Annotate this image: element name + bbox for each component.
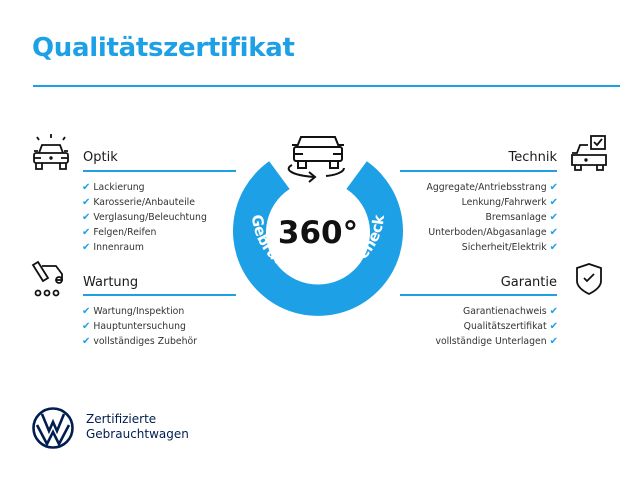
check-icon: ✔: [549, 242, 558, 253]
wartung-list: ✔ Wartung/Inspektion ✔ Hauptuntersuchung…: [82, 304, 197, 349]
list-item: Qualitätszertifikat ✔: [463, 321, 558, 332]
optik-heading: Optik: [83, 150, 118, 165]
garantie-divider: [400, 294, 557, 296]
check-icon: ✔: [82, 306, 91, 317]
list-item: ✔ Hauptuntersuchung: [82, 321, 186, 332]
list-item: Bremsanlage ✔: [485, 212, 558, 223]
check-icon: ✔: [82, 321, 91, 332]
garantie-list: Garantienachweis ✔ Qualitätszertifikat ✔…: [435, 304, 558, 349]
technik-divider: [400, 170, 557, 172]
check-icon: ✔: [549, 197, 558, 208]
check-icon: ✔: [82, 227, 91, 238]
list-item: Garantienachweis ✔: [463, 306, 558, 317]
car-checkbox-icon: [571, 135, 607, 171]
badge-ring: [233, 161, 403, 316]
brand-text: Zertifizierte Gebrauchtwagen: [86, 412, 189, 441]
shield-check-icon: [576, 263, 602, 296]
check-icon: ✔: [82, 197, 91, 208]
list-item: Lenkung/Fahrwerk ✔: [461, 197, 558, 208]
list-item: ✔ Karosserie/Anbauteile: [82, 197, 195, 208]
check-icon: ✔: [549, 306, 558, 317]
service-truck-icon: [31, 260, 63, 297]
check-icon: ✔: [549, 182, 558, 193]
garantie-heading: Garantie: [500, 275, 557, 290]
list-item: ✔ Verglasung/Beleuchtung: [82, 212, 207, 223]
list-item: ✔ Felgen/Reifen: [82, 227, 157, 238]
list-item: ✔ Innenraum: [82, 242, 144, 253]
check-icon: ✔: [82, 242, 91, 253]
360-check-badge: Gebrauchtwagen-Check 360°: [233, 136, 403, 316]
check-icon: ✔: [549, 321, 558, 332]
optik-list: ✔ Lackierung ✔ Karosserie/Anbauteile ✔ V…: [82, 180, 207, 255]
list-item: Unterboden/Abgasanlage ✔: [428, 227, 558, 238]
technik-list: Aggregate/Antriebsstrang ✔ Lenkung/Fahrw…: [426, 180, 558, 255]
page-title: Qualitätszertifikat: [32, 33, 295, 63]
check-icon: ✔: [549, 212, 558, 223]
check-icon: ✔: [549, 227, 558, 238]
list-item: ✔ Wartung/Inspektion: [82, 306, 185, 317]
check-icon: ✔: [82, 182, 91, 193]
check-icon: ✔: [82, 336, 91, 347]
title-divider: [33, 85, 620, 87]
wartung-divider: [83, 294, 236, 296]
check-icon: ✔: [82, 212, 91, 223]
optik-divider: [83, 170, 236, 172]
list-item: ✔ vollständiges Zubehör: [82, 336, 197, 347]
list-item: ✔ Lackierung: [82, 182, 145, 193]
check-icon: ✔: [549, 336, 558, 347]
badge-center-text: 360°: [278, 215, 358, 251]
list-item: vollständige Unterlagen ✔: [435, 336, 558, 347]
technik-heading: Technik: [508, 150, 558, 165]
car-rotate-icon: [287, 136, 345, 183]
list-item: Aggregate/Antriebsstrang ✔: [426, 182, 558, 193]
car-shine-icon: [33, 134, 69, 170]
wartung-heading: Wartung: [83, 275, 139, 290]
vw-logo: [32, 407, 74, 449]
list-item: Sicherheit/Elektrik ✔: [461, 242, 558, 253]
